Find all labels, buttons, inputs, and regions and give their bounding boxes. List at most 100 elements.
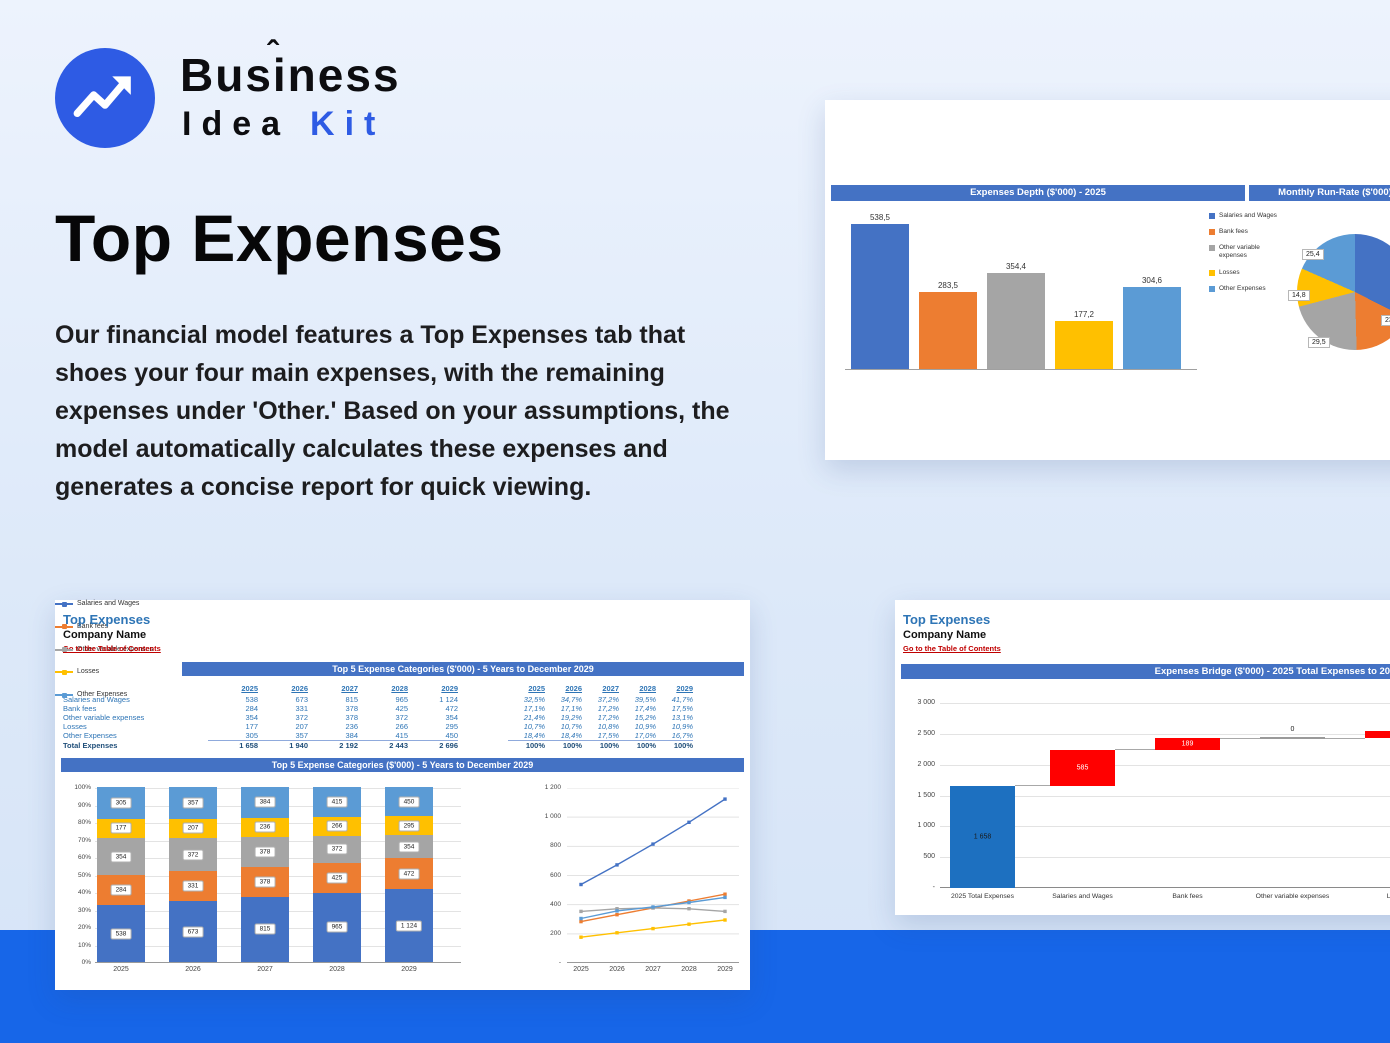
cell-value: 354: [245, 713, 258, 722]
dashboard-preview-card: Expenses Depth ($'000) - 2025 Monthly Ru…: [825, 100, 1390, 460]
segment-salaries-and-wages: 673: [169, 901, 217, 962]
bar-other-variable-expenses: 354,4: [987, 206, 1045, 369]
bar-value-label: 189: [1181, 740, 1194, 748]
y-tick: 90%: [77, 801, 91, 809]
table-row-year-headers: 2025 2026 2027 2028 2029 2025 2026 2027 2028 2029: [63, 682, 743, 695]
table-of-contents-link[interactable]: Go to the Table of Contents: [63, 644, 161, 653]
cell-percent: 34,7%: [560, 695, 582, 704]
legend-marker: [1209, 213, 1215, 219]
y-tick: 40%: [77, 889, 91, 896]
bar-bank-fees: 189: [1155, 738, 1220, 750]
bar-chart-legend: Salaries and Wages Bank fees Other variabl…: [1209, 212, 1289, 301]
cell-value: 266: [395, 722, 408, 731]
segment-bank-fees: 425: [313, 862, 361, 893]
table-of-contents-link[interactable]: Go to the Table of Contents: [903, 644, 1001, 653]
gridline: [940, 826, 1390, 828]
segment-label: 378: [254, 846, 276, 858]
cell-percent: 17,5%: [597, 731, 619, 740]
cell-value: 378: [345, 713, 358, 722]
y-tick: 50%: [77, 871, 91, 879]
line-chart-y-axis: 1 200 1 000 800 600 400 200 -: [523, 784, 561, 966]
gridline: [940, 857, 1390, 859]
expense-table: 2025 2026 2027 2028 2029 2025 2026 2027 2028 2029…: [63, 682, 743, 750]
company-name: Company Name: [63, 629, 147, 641]
cell-value: 372: [395, 713, 408, 722]
segment-label: 425: [326, 872, 348, 884]
gridline: [940, 703, 1390, 704]
cell-percent: 2028: [639, 684, 656, 693]
segment-bank-fees: 472: [385, 858, 433, 889]
table-header: Top 5 Expense Categories ($'000) - 5 Yea…: [182, 662, 744, 676]
bar-value-label: 1 658: [973, 833, 992, 841]
segment-other-expenses: 357: [169, 786, 217, 820]
segment-other-expenses: 305: [97, 786, 145, 820]
cell-value: 815: [345, 695, 358, 704]
segment-bank-fees: 378: [241, 866, 289, 897]
cell-value: 354: [445, 713, 458, 722]
data-marker: [579, 916, 583, 921]
chart-header-monthly-run-rate: Monthly Run-Rate ($'000): [1249, 185, 1390, 201]
y-tick: -: [558, 959, 561, 966]
y-tick: 10%: [77, 941, 91, 949]
legend-marker: [55, 601, 73, 607]
segment-label: 378: [254, 876, 276, 888]
legend-item-bank-fees: Bank fees: [1209, 228, 1289, 236]
y-tick: 800: [550, 842, 561, 850]
x-tick: 2027: [257, 966, 273, 973]
cell-value: 415: [395, 731, 408, 740]
y-tick: 80%: [77, 819, 91, 826]
cell-percent: 17,2%: [597, 704, 619, 713]
y-tick: 20%: [77, 924, 91, 931]
data-marker: [615, 863, 619, 867]
cell-percent: 13,1%: [671, 713, 693, 722]
chart-header-expenses-depth: Expenses Depth ($'000) - 2025: [831, 185, 1245, 201]
legend-label: Salaries and Wages: [1219, 212, 1277, 219]
cell-percent: 100%: [508, 740, 545, 750]
data-marker: [579, 919, 583, 924]
connector-line: [1115, 749, 1155, 751]
cell-value: 2025: [241, 684, 258, 693]
legend-marker-dot: [62, 669, 67, 675]
bar-bank-fees: 283,5: [919, 206, 977, 369]
cell-percent: 19,2%: [560, 713, 582, 722]
legend-item-other-expenses: Other Expenses: [1209, 285, 1289, 293]
cell-percent: 10,7%: [560, 722, 582, 731]
stacked-bar-chart: 538 284 354 177 305 673 331 372 207 357 815 378 378 2…: [95, 786, 461, 963]
cell-value: 2 443: [358, 740, 408, 750]
data-marker: [723, 918, 727, 922]
cell-value: 965: [395, 695, 408, 704]
row-label: Salaries and Wages: [63, 695, 130, 704]
legend-marker: [55, 647, 73, 652]
top-expenses-report-card: Top Expenses Company Name Go to the Tabl…: [55, 600, 750, 990]
legend-item-other-expenses: Other Expenses: [55, 691, 750, 700]
segment-losses: 266: [313, 816, 361, 836]
cell-value: 2027: [341, 684, 358, 693]
connector-line: [1015, 785, 1050, 787]
page-description: Our financial model features a Top Expen…: [55, 321, 730, 501]
segment-label: 284: [110, 884, 132, 896]
legend-marker-dot: [62, 692, 67, 698]
logo-wordmark-idea: Idea: [182, 105, 291, 143]
data-marker: [615, 913, 619, 917]
cell-percent: 17,5%: [671, 704, 693, 713]
pie-data-label: 29,5: [1308, 337, 1330, 348]
bar-rect: [987, 273, 1045, 369]
segment-label: 266: [326, 820, 348, 832]
legend-marker: [55, 692, 73, 698]
cell-percent: 32,5%: [523, 695, 545, 704]
sheet-title: Top Expenses: [63, 612, 151, 627]
table-row-bank-fees: Bank fees 284 331 378 425 472 17,1% 17,1% 17,2% 1…: [63, 704, 743, 713]
y-tick: 30%: [77, 906, 91, 914]
data-marker: [687, 922, 691, 926]
x-tick: Bank fees: [1172, 893, 1203, 900]
cell-value: 1 124: [439, 695, 458, 704]
bar-rect: [1123, 287, 1181, 369]
bar-value-label: 283,5: [937, 281, 959, 290]
segment-label: 450: [398, 796, 420, 808]
cell-value: 673: [295, 695, 308, 704]
cell-percent: 17,4%: [634, 704, 656, 713]
x-tick: 2028: [681, 966, 697, 973]
cell-value: 372: [295, 713, 308, 722]
bar-value-label: 177,2: [1073, 310, 1095, 319]
